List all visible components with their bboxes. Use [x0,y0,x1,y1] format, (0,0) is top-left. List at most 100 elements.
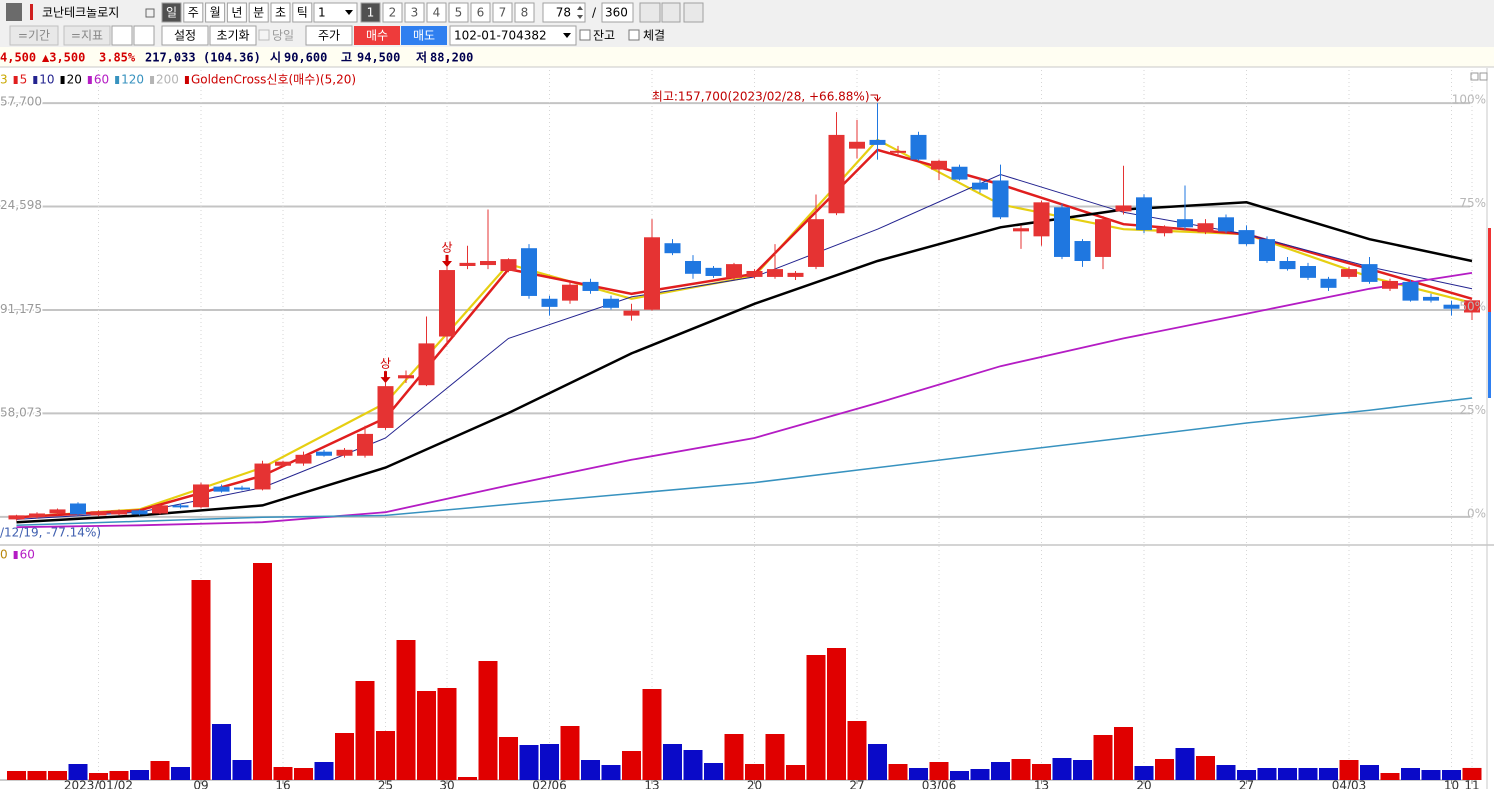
layout-button[interactable] [448,2,469,23]
count-value: 78 [556,6,571,20]
stock-name[interactable]: 코난테크놀로지 [42,6,119,20]
y-tick-label: 57,700 [0,95,42,109]
price-button[interactable] [305,25,353,46]
volume-legend-label: 0 [0,548,8,562]
today-checkbox[interactable] [258,29,270,41]
candle-body [890,150,906,153]
layout-button[interactable] [492,2,513,23]
x-tick-label: 04/03 [1332,779,1367,789]
candle-body [1136,197,1152,231]
scroll-icon[interactable] [639,2,661,23]
layout-button[interactable] [470,2,491,23]
reset-button[interactable] [209,25,257,46]
max-count: 360 [605,6,628,20]
candle-body [1033,202,1050,237]
candle-body [869,139,886,145]
period-button[interactable] [226,2,247,23]
period-button-label: 주 [188,6,199,20]
candle-body [1238,230,1255,245]
candle-body [275,461,291,466]
y2-tick-label: 50% [1459,299,1486,313]
candle-body [1259,239,1275,261]
period-button[interactable] [270,2,291,23]
app-icon[interactable] [6,3,22,21]
volume-bar [1360,765,1379,780]
indicator-tab[interactable] [63,25,111,46]
candle-body [418,343,435,386]
ma-line [16,138,1473,519]
layout-button[interactable] [360,2,381,23]
legend-label: GoldenCross신호(매수)(5,20) [191,73,356,87]
buy-button[interactable] [354,26,400,45]
period-button[interactable] [248,2,269,23]
period-button[interactable] [205,2,226,23]
sell-button[interactable] [401,26,447,45]
settings-icon[interactable] [683,2,704,23]
candle-body [234,487,250,490]
panel-close-icon[interactable] [1479,72,1488,81]
candle-body [1341,269,1357,277]
volume-bar [1134,766,1154,780]
layout-button[interactable] [404,2,425,23]
volume-bar [1401,768,1420,780]
dropdown-arrow[interactable] [563,33,571,38]
count-input[interactable] [542,2,586,23]
x-tick-label: 13 [1034,779,1049,789]
spinner[interactable] [577,6,583,19]
candle-body [398,375,414,379]
volume: 217,033 [145,51,196,65]
layout-button-label: 6 [477,6,485,20]
volume-bar [212,724,231,780]
legend-label: 3 [0,73,8,87]
candle-body [828,134,845,214]
layout-button[interactable] [382,2,403,23]
candle-body [541,298,558,307]
candle-body [49,509,66,514]
volume-panel [7,563,1482,780]
candle-body [1156,227,1173,234]
candle-body [1074,241,1091,261]
candle-body [1361,264,1378,282]
period-button[interactable] [161,2,182,23]
volume-bar [109,771,129,780]
candle-body [1197,223,1214,233]
x-tick-label: 30 [439,779,454,789]
volume-bar [540,744,559,780]
candle-body [603,298,619,308]
volume-bar [1380,773,1400,780]
search-icon[interactable] [145,8,155,18]
balance-checkbox[interactable] [579,29,591,41]
layout-button-label: 1 [367,6,375,20]
account-number: 102-01-704382 [454,29,547,43]
candle-body [705,267,722,276]
volume-bar [1114,727,1133,780]
ma-line [16,201,1473,524]
low-annotation: /12/19, -77.14%) [0,526,101,540]
x-tick-label: 20 [1136,779,1151,789]
volume-bar [48,771,67,780]
period-tab[interactable] [9,25,59,46]
settings-button[interactable] [161,25,209,46]
crosshair-button[interactable] [111,25,133,46]
period-button[interactable] [183,2,204,23]
period-button[interactable] [292,2,313,23]
balance-label: 잔고 [593,29,615,43]
layout-button[interactable] [514,2,535,23]
dropdown-arrow[interactable] [345,10,353,15]
fill-label: 체결 [643,29,665,43]
account-select[interactable] [449,25,577,46]
candle-body [1218,217,1234,232]
fill-checkbox[interactable] [628,29,640,41]
y2-tick-label: 25% [1459,403,1486,417]
layout-button[interactable] [426,2,447,23]
save-icon[interactable] [661,2,681,23]
currency-button[interactable] [133,25,155,46]
panel-min-icon[interactable] [1470,72,1479,81]
legend-label: 5 [20,73,28,87]
interval-input[interactable] [313,2,358,23]
candle-body [459,262,476,266]
high-label: 고 [341,51,352,65]
volume-bar [130,770,149,780]
layout-button-label: 5 [455,6,463,20]
